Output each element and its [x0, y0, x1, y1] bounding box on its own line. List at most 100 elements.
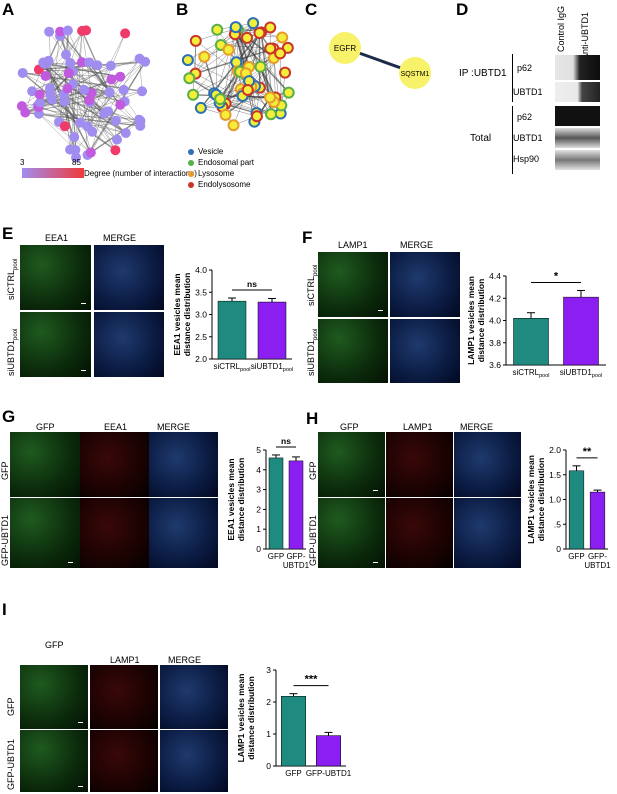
network-node — [45, 89, 56, 100]
y-tick-label: 0 — [556, 544, 561, 554]
network-node — [84, 57, 95, 68]
legend-label: Vesicle — [198, 147, 224, 156]
band-label-ubtd1-total: UBTD1 — [513, 133, 543, 143]
y-tick-label: 2.0 — [549, 445, 561, 455]
micrograph-e-eea1-ctrl — [20, 245, 91, 310]
network-b — [181, 17, 295, 132]
y-tick-label: 4.0 — [195, 265, 207, 275]
network-node — [181, 54, 194, 67]
network-node — [104, 87, 115, 98]
legend-b: Vesicle Endosomal part Lysosome Endolyso… — [188, 146, 254, 190]
y-tick-label: 3.0 — [195, 310, 207, 320]
bar — [217, 300, 247, 360]
y-tick-label: 1.5 — [549, 470, 561, 480]
panel-label-c: C — [305, 0, 318, 19]
legend-min: 3 — [20, 158, 25, 167]
network-node — [44, 26, 55, 37]
y-tick-label: 2 — [266, 697, 271, 707]
micrograph-g-merge-ubtd1 — [149, 498, 218, 568]
network-node — [115, 71, 126, 82]
panel-label-h: H — [306, 409, 319, 428]
significance-label: ns — [247, 279, 257, 289]
bar — [316, 735, 341, 767]
y-tick-label: 5 — [256, 445, 261, 455]
network-a — [16, 25, 151, 163]
micrograph-h-gfp-ubtd1 — [318, 498, 385, 568]
network-node — [229, 21, 242, 34]
col-title-gfp: GFP — [340, 422, 359, 432]
network-edge — [89, 102, 141, 127]
column-anti-ubtd1: Anti-UBTD1 — [580, 11, 590, 60]
legend-label: Endosomal part — [198, 158, 255, 167]
network-edge — [45, 63, 92, 153]
dot-icon — [188, 170, 194, 177]
y-axis-label: distance distribution — [182, 273, 192, 357]
micrograph-e-merge-ubtd1 — [94, 312, 164, 377]
micrograph-i-merge-ubtd1 — [160, 730, 228, 792]
network-node — [61, 49, 72, 60]
bar — [257, 301, 287, 360]
col-title-merge: MERGE — [157, 422, 191, 432]
network-node — [112, 134, 123, 145]
x-tick-label: GFP- — [286, 552, 305, 561]
y-tick-label: 1.0 — [549, 495, 561, 505]
row-label-text: siUBTD1 — [306, 339, 316, 376]
x-tick-label: UBTD1 — [584, 561, 611, 570]
network-edge — [200, 74, 247, 109]
network-edge — [67, 30, 83, 63]
significance-label: * — [554, 270, 559, 282]
network-node — [137, 86, 148, 97]
legend-caption: Degree (number of interactions) — [84, 169, 197, 178]
micrograph-h-lamp1-ubtd1 — [386, 498, 453, 568]
network-edge — [22, 72, 64, 95]
network-node — [77, 25, 88, 36]
row-label-subscript: pool — [312, 328, 319, 340]
network-node — [222, 43, 235, 56]
network-node — [264, 42, 277, 55]
column-control-igg: Control IgG — [556, 5, 566, 52]
scale-bar — [373, 490, 378, 491]
y-axis-label: distance distribution — [246, 676, 256, 760]
bar — [281, 695, 306, 767]
y-axis-label: LAMP1 vesicles mean — [466, 276, 476, 365]
significance-label: ns — [281, 436, 291, 446]
y-tick-label: 0 — [256, 544, 261, 554]
network-edge — [86, 61, 146, 156]
network-edge — [139, 58, 143, 92]
y-tick-label: 4.2 — [489, 293, 501, 303]
y-tick-label: 2.5 — [195, 332, 207, 342]
network-edge — [225, 103, 272, 115]
dot-icon — [188, 181, 194, 188]
dot-icon — [188, 159, 194, 166]
y-axis-label: LAMP1 vesicles mean — [236, 674, 246, 763]
col-title-lamp1: LAMP1 — [403, 422, 433, 432]
node-egfr — [329, 32, 361, 64]
row-label-i-gfp: GFP — [6, 697, 16, 716]
y-axis-label: distance distribution — [476, 279, 486, 363]
y-tick-label: 3.5 — [195, 287, 207, 297]
network-node — [282, 86, 295, 99]
network-node — [106, 74, 117, 85]
network-node — [120, 28, 131, 39]
network-node — [134, 53, 145, 64]
chart-h: LAMP1 vesicles mean distance distribution… — [526, 445, 611, 570]
row-label-e-ctrl: siCTRLpool — [6, 259, 19, 300]
degree-gradient — [22, 168, 84, 178]
micrograph-i-merge-ctrl — [160, 665, 228, 729]
network-node — [34, 89, 45, 100]
network-node — [16, 101, 27, 112]
row-label-subscript: pool — [12, 258, 19, 270]
micrograph-f-merge-ubtd1 — [390, 319, 460, 383]
panel-label-e: E — [2, 224, 14, 243]
y-tick-label: 3 — [266, 665, 271, 675]
col-title-eea1: EEA1 — [104, 422, 128, 432]
network-edge — [260, 32, 275, 102]
col-title-gfp: GFP — [45, 640, 64, 650]
network-edge — [38, 113, 91, 153]
network-node — [241, 83, 254, 96]
network-node — [274, 47, 287, 60]
micrograph-h-merge-ubtd1 — [454, 498, 521, 568]
network-node — [76, 57, 87, 68]
network-node — [110, 145, 121, 156]
band-label-ubtd1-ip: UBTD1 — [513, 87, 543, 97]
